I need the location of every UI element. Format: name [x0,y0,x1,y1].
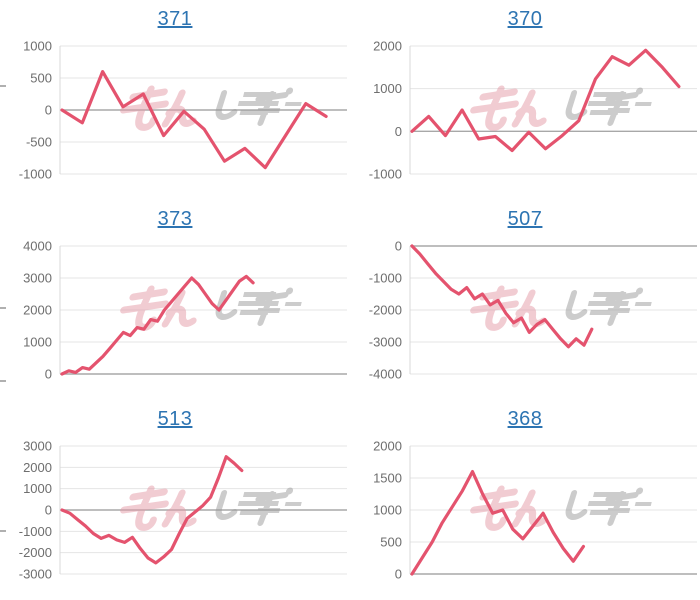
chart-cell: 370 2000 1000 0 -1000 [350,0,700,200]
payout-line-series [60,274,255,376]
y-axis-tick-label: -3000 [369,335,402,350]
y-axis-tick-label: 4000 [23,239,52,254]
y-axis-tick-label: -4000 [369,367,402,382]
y-axis-tick-label: 2000 [23,303,52,318]
y-axis-tick-label: 2000 [373,439,402,454]
chart-title-link[interactable]: 370 [507,8,543,30]
line-chart: 3000 2000 1000 0 -1000 -2000 -3000 [19,439,347,582]
cropped-tick-mark [0,85,6,87]
y-axis-tick-label: -1000 [19,524,52,539]
minrepo-watermark-icon [120,485,302,531]
y-axis-tick-label: 500 [380,535,402,550]
chart-cell: 513 3000 2000 1000 0 -1000 -2000 -3000 [0,400,350,600]
y-axis-tick-label: 1000 [373,503,402,518]
chart-cell: 371 1000 500 0 -500 -1000 [0,0,350,200]
y-axis-tick-label: 0 [395,567,402,582]
chart-cell: 368 2000 1500 1000 500 0 [350,400,700,600]
y-axis-tick-label: 1000 [23,335,52,350]
y-axis-tick-label: 1000 [373,81,402,96]
payout-line-series [410,48,681,153]
y-axis-tick-label: -1000 [19,167,52,182]
cropped-tick-mark [0,307,6,309]
y-axis-tick-label: 500 [30,71,52,86]
chart-title-link[interactable]: 513 [157,408,193,430]
line-chart: 2000 1500 1000 500 0 [373,439,697,582]
y-axis-tick-label: 0 [45,367,52,382]
chart-title-link[interactable]: 371 [157,8,193,30]
line-chart: 0 -1000 -2000 -3000 -4000 [369,239,697,382]
y-axis-tick-label: -2000 [19,545,52,560]
y-axis-tick-label: 0 [45,103,52,118]
y-axis-tick-label: 2000 [373,39,402,54]
y-axis-tick-label: -1000 [369,167,402,182]
y-axis-tick-label: 0 [395,239,402,254]
payout-line-series [60,69,328,170]
chart-title-link[interactable]: 368 [507,408,543,430]
line-chart: 2000 1000 0 -1000 [369,39,697,182]
chart-title-link[interactable]: 507 [507,208,543,230]
y-axis-tick-label: 1000 [23,39,52,54]
minrepo-watermark-icon [470,85,652,131]
y-axis-tick-label: -3000 [19,567,52,582]
cropped-tick-mark [0,530,6,532]
minrepo-watermark-icon [470,485,652,531]
y-axis-tick-label: 3000 [23,271,52,286]
y-axis-tick-label: -2000 [369,303,402,318]
chart-title-link[interactable]: 373 [157,208,193,230]
payout-line-series [60,455,244,565]
y-axis-tick-label: 3000 [23,439,52,454]
y-axis-tick-label: 2000 [23,460,52,475]
y-axis-tick-label: 0 [45,503,52,518]
payout-line-series [410,244,594,349]
payout-line-series [410,469,585,576]
minrepo-watermark-icon [470,285,652,331]
y-axis-tick-label: -1000 [369,271,402,286]
y-axis-tick-label: 1000 [23,481,52,496]
minrepo-watermark-icon [120,285,302,331]
line-chart: 4000 3000 2000 1000 0 [23,239,347,382]
line-chart: 1000 500 0 -500 -1000 [19,39,347,182]
cropped-tick-mark [0,380,6,382]
y-axis-tick-label: 0 [395,124,402,139]
y-axis-tick-label: 1500 [373,471,402,486]
minrepo-watermark-icon [120,85,302,131]
y-axis-tick-label: -500 [26,135,52,150]
chart-cell: 507 0 -1000 -2000 -3000 -4000 [350,200,700,400]
chart-cell: 373 4000 3000 2000 1000 0 [0,200,350,400]
